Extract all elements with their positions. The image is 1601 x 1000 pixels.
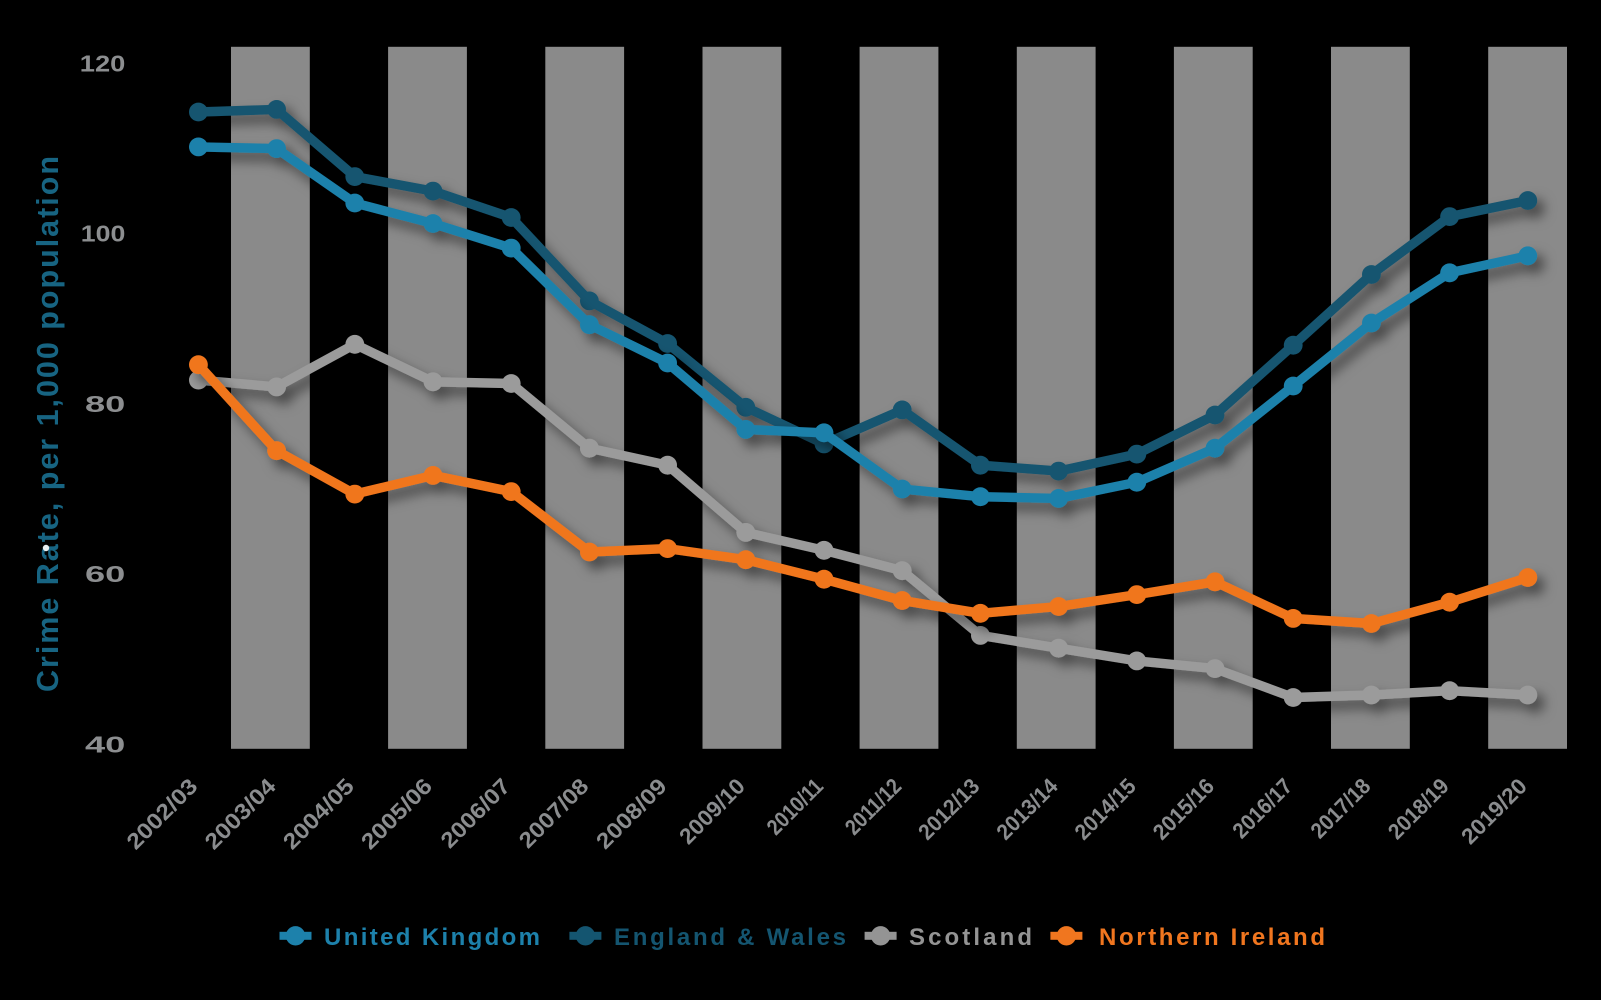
- svg-text:120: 120: [80, 51, 126, 77]
- svg-text:England & Wales: England & Wales: [614, 924, 846, 951]
- svg-text:Northern Ireland: Northern Ireland: [1099, 924, 1325, 951]
- svg-text:80: 80: [85, 391, 125, 417]
- svg-text:Crime Rate, per 1,000 populati: Crime Rate, per 1,000 population: [31, 156, 65, 692]
- svg-text:United Kingdom: United Kingdom: [324, 924, 540, 951]
- svg-text:60: 60: [85, 561, 125, 587]
- svg-text:40: 40: [85, 731, 125, 757]
- svg-text:100: 100: [81, 221, 126, 247]
